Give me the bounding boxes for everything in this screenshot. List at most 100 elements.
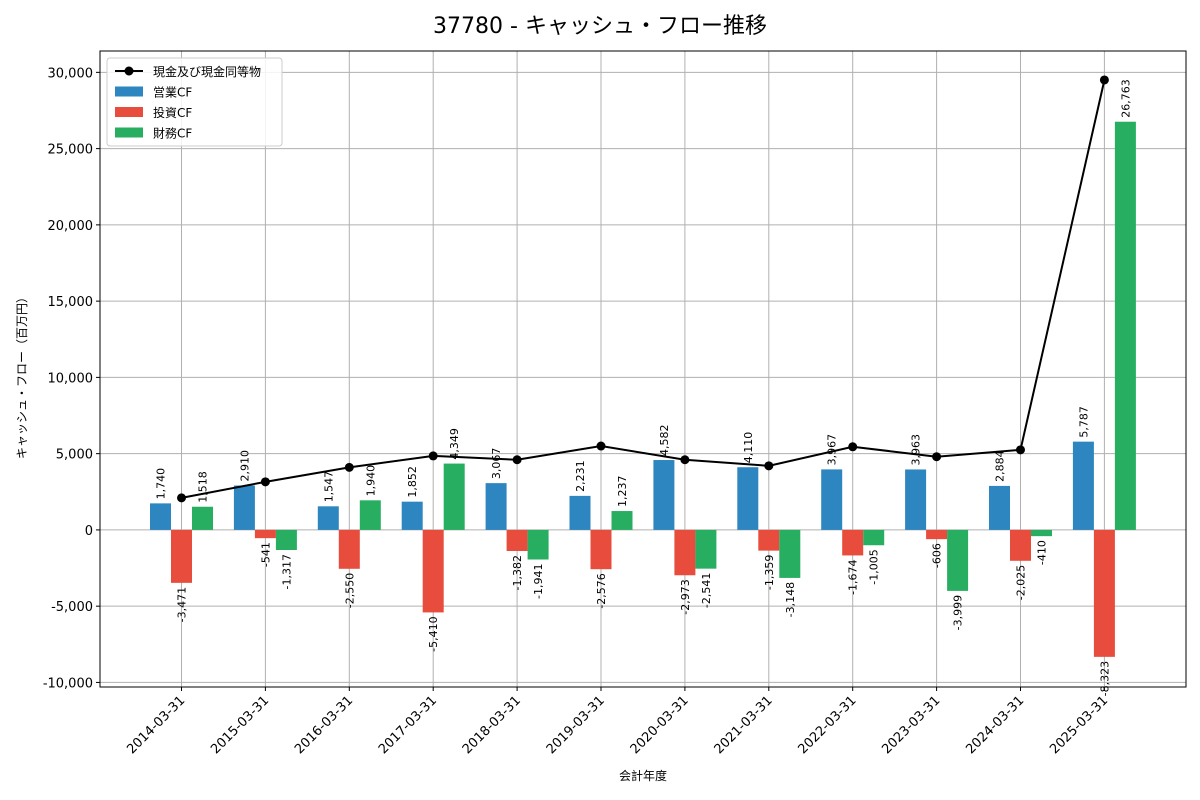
y-tick-label: -5,000: [51, 600, 93, 615]
y-tick-label: 25,000: [48, 143, 94, 158]
bar-data-label: 2,910: [238, 450, 251, 482]
legend-bar-swatch: [115, 107, 143, 117]
cash-line-point: [848, 442, 858, 452]
bar-data-label: 2,231: [574, 460, 587, 492]
bar-data-label: -410: [1036, 540, 1049, 565]
bar-3-財務CF: [611, 511, 633, 530]
x-axis-label: 会計年度: [619, 768, 667, 783]
bar-2-投資CF: [254, 529, 276, 539]
cash-line-point: [260, 477, 270, 487]
bar-2-投資CF: [674, 529, 696, 576]
bar-3-財務CF: [1031, 529, 1052, 537]
y-tick-label: 15,000: [48, 295, 94, 310]
bar-1-営業CF: [401, 501, 423, 530]
bar-data-label: 4,349: [448, 428, 461, 460]
bar-data-label: 4,110: [742, 432, 755, 464]
y-tick-label: -10,000: [43, 676, 93, 691]
bar-1-営業CF: [737, 467, 759, 530]
bar-1-営業CF: [821, 469, 843, 530]
legend-marker-swatch: [124, 66, 134, 76]
legend-bar-swatch: [115, 127, 143, 138]
bar-3-財務CF: [947, 529, 969, 591]
bar-data-label: -5,410: [427, 616, 440, 651]
legend-box: [106, 57, 283, 147]
cash-line: [181, 79, 1106, 499]
bar-2-投資CF: [590, 529, 612, 570]
bar-data-label: 5,787: [1077, 406, 1090, 438]
bar-3-財務CF: [863, 529, 885, 546]
cash-line-point: [596, 441, 606, 451]
bar-data-label: 3,067: [490, 448, 503, 480]
bar-3-財務CF: [695, 529, 717, 569]
bar-data-label: 4,582: [658, 425, 671, 457]
bar-2-投資CF: [758, 529, 780, 551]
bar-1-営業CF: [569, 495, 591, 530]
bar-2-投資CF: [1093, 529, 1115, 657]
plot-frame: [99, 50, 1187, 688]
y-tick-label: 5,000: [56, 448, 93, 463]
bar-data-label: -541: [259, 542, 272, 567]
y-tick-label: 20,000: [48, 219, 94, 234]
y-axis-label: キャッシュ・フロー（百万円）: [15, 291, 29, 459]
bar-1-営業CF: [150, 503, 171, 530]
bar-2-投資CF: [422, 529, 444, 613]
bar-data-label: -2,541: [700, 573, 713, 608]
bar-1-営業CF: [317, 506, 339, 530]
bar-data-label: -3,999: [952, 595, 965, 630]
bar-1-営業CF: [653, 460, 675, 530]
bar-data-label: -606: [931, 543, 944, 568]
cash-line-point: [1016, 445, 1025, 455]
cash-line-point: [1099, 75, 1109, 85]
bar-1-営業CF: [1072, 441, 1094, 530]
bar-data-label: 3,967: [826, 434, 839, 466]
legend-bar-swatch: [115, 86, 143, 97]
bar-data-label: -2,550: [343, 573, 356, 608]
cash-line-series: [177, 75, 1109, 503]
bar-2-投資CF: [506, 529, 528, 551]
bar-data-label: -1,382: [511, 555, 524, 590]
bar-series: [150, 121, 1136, 657]
bar-data-label: 1,852: [406, 466, 419, 498]
y-tick-label: 0: [85, 524, 93, 539]
cash-line-point: [764, 461, 774, 471]
bar-data-label: 1,940: [364, 465, 377, 497]
bar-2-投資CF: [926, 529, 948, 540]
cash-line-point: [512, 455, 522, 465]
bar-3-財務CF: [1114, 121, 1136, 530]
y-tick-label: 30,000: [48, 66, 94, 81]
bar-data-label: 2,884: [994, 450, 1007, 482]
bar-3-財務CF: [359, 500, 381, 530]
bar-1-営業CF: [905, 469, 927, 530]
bar-2-投資CF: [171, 529, 192, 583]
bar-1-営業CF: [989, 485, 1010, 530]
bar-data-label: -1,674: [847, 559, 860, 594]
bar-3-財務CF: [527, 529, 549, 560]
bar-data-label: 1,237: [616, 476, 629, 508]
bar-data-label: -2,576: [595, 573, 608, 608]
bar-data-label: -1,359: [763, 555, 776, 590]
cash-line-point: [177, 493, 186, 503]
bar-1-営業CF: [485, 483, 507, 530]
bar-2-投資CF: [842, 529, 864, 556]
bar-data-label: -1,317: [280, 554, 293, 589]
bar-data-label: 1,740: [155, 468, 168, 500]
bar-data-label: -2,973: [679, 579, 692, 614]
chart-title: 37780 - キャッシュ・フロー推移: [433, 14, 767, 39]
bar-data-label: -3,471: [176, 587, 189, 622]
bar-data-label: 26,763: [1119, 79, 1132, 118]
bar-data-label: 1,518: [197, 471, 210, 503]
bar-data-label: -3,148: [784, 582, 797, 617]
cash-line-point: [932, 452, 942, 462]
cash-line-point: [344, 462, 354, 472]
bar-data-label: 1,547: [322, 471, 335, 503]
bar-data-label: 3,963: [910, 434, 923, 466]
bar-3-財務CF: [443, 463, 465, 530]
bar-data-label: -1,941: [532, 564, 545, 599]
bar-3-財務CF: [192, 506, 213, 530]
cash-line-point: [680, 455, 690, 465]
y-tick-label: 10,000: [48, 371, 94, 386]
legend-label: 営業CF: [153, 86, 192, 100]
bar-3-財務CF: [779, 529, 801, 578]
